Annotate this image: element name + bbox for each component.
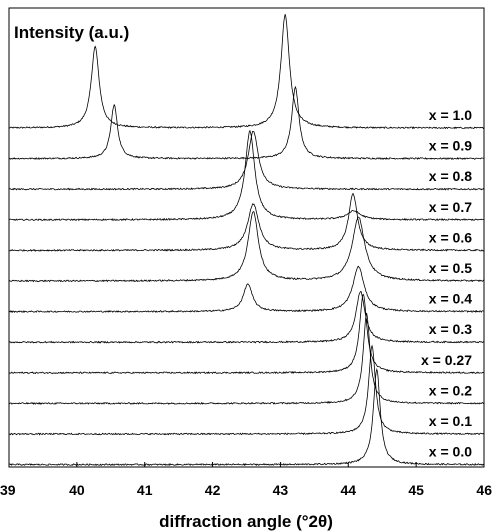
x-tick-label: 43 (273, 482, 289, 498)
x-tick-label: 40 (69, 482, 85, 498)
x-tick-label: 39 (0, 482, 16, 498)
series-line (8, 85, 485, 160)
series-line (8, 130, 485, 191)
series-label: x = 0.3 (429, 321, 472, 337)
y-axis-title: Intensity (a.u.) (14, 23, 129, 42)
series-label: x = 1.0 (429, 107, 472, 123)
series-line (8, 344, 485, 436)
plot-frame (8, 7, 485, 468)
x-tick-label: 45 (408, 482, 424, 498)
series-label: x = 0.2 (429, 382, 472, 398)
series-line (8, 14, 485, 130)
x-tick-label: 46 (476, 482, 492, 498)
series-line (8, 312, 485, 405)
series-traces (8, 14, 485, 467)
x-axis-title: diffraction angle (°2θ) (159, 512, 333, 531)
series-line (8, 211, 485, 283)
series-line (8, 265, 485, 314)
series-line (8, 192, 485, 252)
series-label: x = 0.8 (429, 168, 472, 184)
x-tick-label: 41 (137, 482, 153, 498)
x-axis-tick-labels: 39 40 41 42 43 44 45 46 (0, 482, 492, 498)
series-line (8, 293, 485, 375)
x-tick-label: 44 (340, 482, 356, 498)
series-line (8, 367, 485, 467)
x-tick-label: 42 (205, 482, 221, 498)
series-label: x = 0.0 (429, 444, 472, 460)
series-label: x = 0.7 (429, 199, 472, 215)
series-label: x = 0.9 (429, 138, 472, 154)
series-label: x = 0.27 (421, 352, 472, 368)
series-label: x = 0.4 (429, 291, 472, 307)
series-line (8, 291, 485, 344)
series-line (8, 129, 485, 222)
series-labels: x = 1.0 x = 0.9 x = 0.8 x = 0.7 x = 0.6 x = 0… (421, 107, 472, 460)
series-label: x = 0.1 (429, 413, 472, 429)
series-label: x = 0.5 (429, 260, 472, 276)
series-label: x = 0.6 (429, 229, 472, 245)
